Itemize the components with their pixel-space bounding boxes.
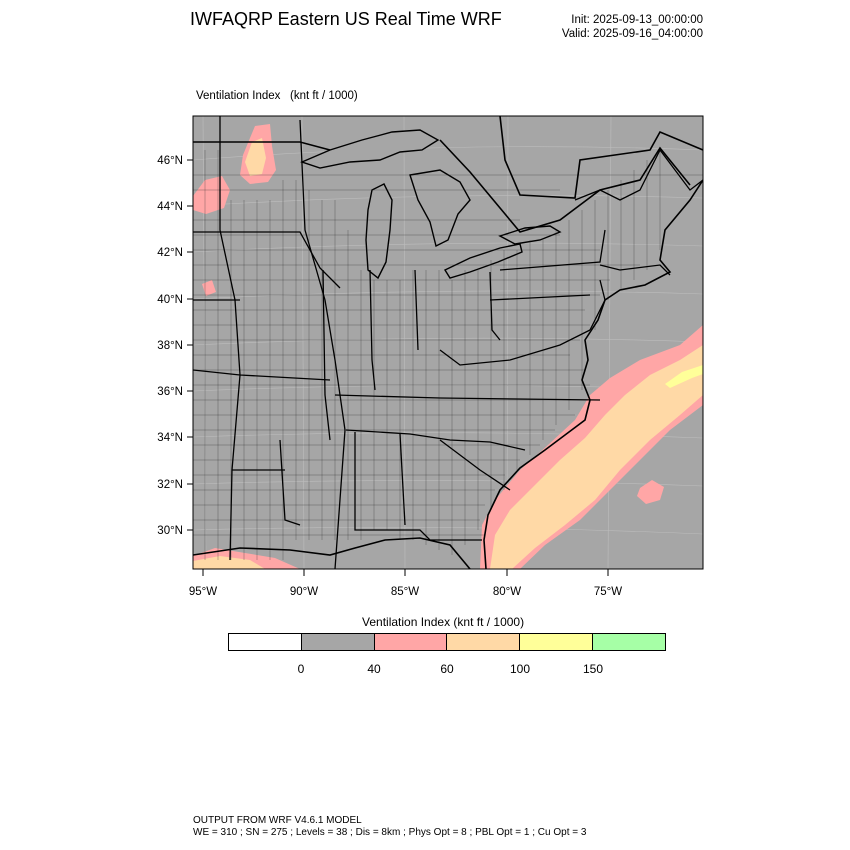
- lon-label: 80°W: [493, 586, 521, 598]
- plot-title: IWFAQRP Eastern US Real Time WRF: [190, 9, 502, 29]
- legend-tick-label: 60: [440, 662, 454, 676]
- canada-border: [193, 139, 691, 233]
- valid-time: Valid: 2025-09-16_04:00:00: [561, 28, 703, 40]
- map-frame: [192, 115, 704, 570]
- map-panel: [193, 116, 703, 569]
- lat-label: 40°N: [157, 294, 183, 306]
- vi-band-100-150-atlantic: [665, 365, 703, 388]
- coastlines: [193, 116, 703, 569]
- vi-spot-offshore: [637, 480, 664, 504]
- init-time: Init: 2025-09-13_00:00:00: [571, 14, 703, 26]
- legend-swatch: [446, 634, 520, 650]
- legend-swatch: [229, 634, 301, 650]
- lat-label: 38°N: [157, 340, 183, 352]
- legend-swatch: [300, 634, 374, 650]
- lon-label: 95°W: [189, 586, 217, 598]
- field-label: Ventilation Index (knt ft / 1000): [196, 90, 358, 102]
- lon-label: 75°W: [594, 586, 622, 598]
- legend-tick-label: 0: [297, 662, 305, 676]
- lat-labels: 46°N 44°N 42°N 40°N 38°N 36°N 34°N 32°N …: [157, 155, 183, 537]
- lon-labels: 95°W 90°W 85°W 80°W 75°W: [189, 586, 622, 598]
- lat-label: 30°N: [157, 525, 183, 537]
- county-lines: [193, 150, 703, 560]
- gulf-coast: [193, 537, 471, 569]
- footer-config: WE = 310 ; SN = 275 ; Levels = 38 ; Dis …: [193, 827, 587, 838]
- lat-label: 46°N: [157, 155, 183, 167]
- great-lakes: [300, 129, 562, 280]
- lat-label: 34°N: [157, 432, 183, 444]
- vi-contours: [193, 124, 703, 569]
- atlantic-coast: [483, 179, 703, 569]
- vi-patch-nebraska: [193, 176, 230, 214]
- legend-tick-label: 100: [509, 662, 531, 676]
- field-name: Ventilation Index: [196, 90, 281, 102]
- vi-patch-minnesota-inner: [245, 138, 266, 176]
- lat-label: 32°N: [157, 479, 183, 491]
- state-boundaries: [193, 116, 703, 569]
- lat-label: 36°N: [157, 386, 183, 398]
- init-valid-times: Init: 2025-09-13_00:00:00 Valid: 2025-09…: [562, 13, 703, 41]
- vi-band-60-100-atlantic: [490, 345, 703, 569]
- lake-erie: [443, 243, 523, 279]
- legend-swatch: [519, 634, 593, 650]
- hudson-bay-coast: [499, 116, 703, 199]
- vi-band-60-100-gulf: [193, 556, 265, 569]
- lat-label: 44°N: [157, 201, 183, 213]
- legend-swatch: [373, 634, 447, 650]
- legend-tick-label: 40: [367, 662, 381, 676]
- lon-label: 85°W: [391, 586, 419, 598]
- axis-ticks: [187, 159, 609, 576]
- footer-model: OUTPUT FROM WRF V4.6.1 MODEL: [193, 815, 362, 826]
- model-footer: OUTPUT FROM WRF V4.6.1 MODEL WE = 310 ; …: [193, 815, 586, 839]
- lon-label: 90°W: [290, 586, 318, 598]
- legend-title: Ventilation Index (knt ft / 1000): [362, 615, 525, 629]
- legend-swatch: [592, 634, 665, 650]
- lake-huron: [409, 169, 471, 248]
- legend-tick-label: 150: [582, 662, 604, 676]
- lat-label: 42°N: [157, 247, 183, 259]
- lake-michigan: [365, 183, 393, 280]
- color-legend: [228, 633, 666, 651]
- vi-patch-kansas: [202, 280, 216, 296]
- lake-superior: [300, 129, 440, 169]
- field-units: (knt ft / 1000): [290, 90, 358, 102]
